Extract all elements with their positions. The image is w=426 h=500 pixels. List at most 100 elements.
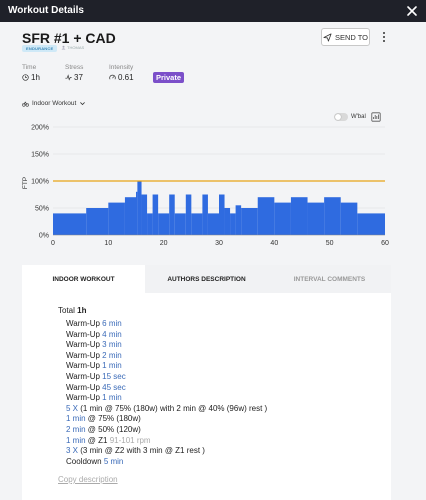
- workout-chart: 0% 50% 100% 150% 200% 0 10 20 30 40 50 60 FTP: [22, 125, 389, 248]
- clock-icon: [22, 74, 29, 81]
- x-tick-label: 10: [104, 240, 112, 247]
- tab-authors-description[interactable]: AUTHORS DESCRIPTION: [167, 275, 246, 283]
- author-name: THOMAS: [67, 45, 85, 50]
- interval-step: Warm-Up 6 min: [66, 319, 267, 330]
- x-tick-label: 0: [51, 240, 55, 247]
- interval-bar: [152, 194, 159, 235]
- interval-step: Warm-Up 4 min: [66, 330, 267, 341]
- interval-list: Warm-Up 6 min Warm-Up 4 min Warm-Up 3 min W…: [66, 319, 267, 467]
- y-tick-label: 150%: [31, 152, 49, 159]
- tab-indoor-workout[interactable]: INDOOR WORKOUT: [22, 265, 145, 293]
- workout-type-label: Indoor Workout: [32, 100, 77, 107]
- interval-step-text: 3 X: [66, 446, 79, 456]
- workout-tag-badge: ENDURANCE: [22, 45, 58, 52]
- interval-step: Warm-Up 3 min: [66, 340, 267, 351]
- interval-step-text: Warm-Up: [66, 393, 103, 403]
- interval-step-text: 6 min: [102, 319, 122, 328]
- interval-step: 5 X (1 min @ 75% (180w) with 2 min @ 40%…: [66, 404, 267, 415]
- chevron-down-icon: [80, 102, 86, 106]
- interval-bar: [191, 213, 203, 235]
- send-to-button[interactable]: SEND TO: [321, 28, 370, 46]
- interval-step-text: @ 75% (180w): [85, 414, 141, 424]
- interval-bar: [202, 194, 208, 235]
- interval-bar: [141, 194, 148, 235]
- interval-step-text: Warm-Up: [66, 382, 103, 392]
- dialog-header: Workout Details: [0, 0, 426, 22]
- interval-step-text: 15 sec: [102, 371, 126, 381]
- interval-bar: [136, 191, 138, 235]
- interval-step: Cooldown 5 min: [66, 457, 267, 468]
- bike-icon: [22, 101, 29, 107]
- interval-step-text: Warm-Up: [66, 340, 103, 350]
- interval-bar: [174, 213, 186, 235]
- interval-bar: [357, 213, 385, 235]
- y-tick-label: 0%: [39, 233, 49, 240]
- y-tick-label: 100%: [31, 179, 49, 186]
- tab-interval-comments[interactable]: INTERVAL COMMENTS: [293, 275, 366, 283]
- interval-step: 1 min @ 75% (180w): [66, 414, 267, 425]
- x-tick-label: 60: [381, 240, 389, 247]
- interval-bar: [137, 181, 142, 235]
- tab-bar: INDOOR WORKOUT AUTHORS DESCRIPTION INTER…: [22, 265, 391, 293]
- interval-bar: [235, 205, 242, 235]
- stat-label: Stress: [65, 64, 84, 71]
- interval-bar: [219, 194, 225, 235]
- interval-step-text: Warm-Up: [66, 350, 103, 360]
- interval-bar: [230, 213, 236, 235]
- interval-step: Warm-Up 15 sec: [66, 372, 267, 383]
- x-tick-label: 40: [270, 240, 278, 247]
- workout-type-dropdown[interactable]: Indoor Workout: [22, 100, 86, 107]
- close-icon[interactable]: [404, 3, 420, 19]
- stat-label: Intensity: [109, 64, 134, 71]
- more-options-icon[interactable]: [378, 30, 390, 44]
- interval-step: Warm-Up 1 min: [66, 393, 267, 404]
- total-label: Total: [58, 306, 75, 315]
- interval-step-text: @ Z1: [85, 435, 110, 445]
- interval-bar: [307, 202, 325, 235]
- interval-bar: [274, 202, 291, 235]
- interval-bar: [158, 213, 170, 235]
- stat-time: Time 1h: [22, 64, 40, 82]
- description-card: INDOOR WORKOUT AUTHORS DESCRIPTION INTER…: [22, 265, 391, 500]
- total-value: 1h: [77, 306, 87, 315]
- interval-step-text: 5 X: [66, 403, 79, 413]
- send-to-label: SEND TO: [334, 32, 369, 42]
- interval-step-text: (1 min @ 75% (180w) with 2 min @ 40% (96…: [78, 403, 268, 413]
- wbal-toggle[interactable]: W'bal: [334, 113, 366, 121]
- interval-step-text: 3 min: [102, 340, 122, 350]
- interval-bar: [147, 213, 153, 235]
- interval-step-text: Warm-Up: [66, 371, 103, 381]
- x-tick-label: 50: [326, 240, 334, 247]
- stat-value: 1h: [31, 73, 40, 82]
- interval-step-text: (3 min @ Z2 with 3 min @ Z1 rest ): [78, 446, 205, 456]
- copy-description-link[interactable]: Copy description: [58, 475, 118, 484]
- interval-step-text: 5 min: [103, 456, 124, 466]
- interval-bar: [86, 208, 109, 235]
- x-tick-label: 20: [160, 240, 168, 247]
- interval-step: 2 min @ 50% (120w): [66, 425, 267, 436]
- interval-step: Warm-Up 1 min: [66, 361, 267, 372]
- y-axis-label: FTP: [22, 177, 29, 189]
- stat-stress: Stress 37: [65, 64, 83, 82]
- y-tick-label: 200%: [31, 125, 49, 132]
- interval-bar: [340, 202, 358, 235]
- stat-label: Time: [22, 64, 37, 71]
- chart-settings-icon[interactable]: [371, 112, 381, 122]
- interval-step: 1 min @ Z1 91-101 rpm: [66, 436, 267, 447]
- interval-step-text: 1 min: [66, 414, 86, 424]
- interval-bar: [324, 197, 341, 235]
- interval-step-text: Cooldown: [66, 456, 104, 466]
- pulse-icon: [65, 74, 72, 81]
- interval-step-text: Warm-Up: [66, 361, 103, 371]
- interval-step-text: 91-101 rpm: [109, 435, 151, 445]
- interval-step: Warm-Up 45 sec: [66, 383, 267, 394]
- toggle-switch[interactable]: [334, 113, 348, 121]
- interval-bar: [53, 213, 87, 235]
- interval-bar: [185, 194, 192, 235]
- stat-value: 37: [74, 73, 83, 82]
- interval-bar: [241, 208, 258, 235]
- interval-step-text: Warm-Up: [66, 319, 103, 328]
- interval-bar: [169, 194, 175, 235]
- interval-bar: [207, 213, 219, 235]
- interval-bar: [124, 197, 136, 235]
